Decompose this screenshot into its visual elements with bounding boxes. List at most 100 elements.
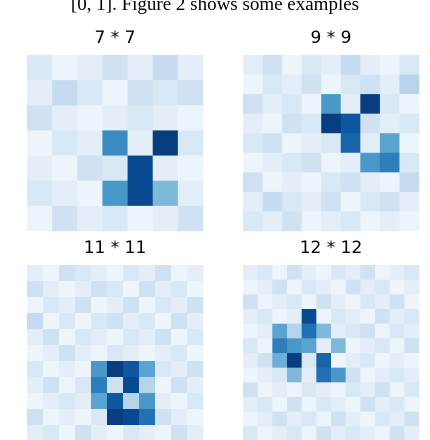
heatmap-cell: [360, 397, 376, 412]
heatmap-cell: [257, 426, 273, 440]
heatmap-cell: [27, 377, 44, 394]
heatmap-cell: [321, 152, 342, 173]
heatmap-cell: [379, 94, 400, 114]
heatmap-cell: [155, 377, 172, 394]
heatmap-cell: [243, 94, 263, 114]
heatmap-cell: [360, 279, 376, 295]
heatmap-cell: [399, 191, 420, 212]
heatmap-cell: [187, 377, 204, 394]
heatmap-cell: [375, 367, 390, 383]
heatmap-cell: [262, 113, 283, 134]
heatmap-cell: [243, 172, 263, 193]
heatmap-cell: [257, 397, 273, 412]
heatmap-cell: [107, 377, 124, 394]
heatmap-cell: [399, 113, 420, 134]
heatmap-cell: [379, 113, 400, 134]
heatmap-cell: [379, 152, 400, 173]
heatmap-cell: [139, 361, 156, 378]
heatmap-cell: [282, 55, 302, 75]
heatmap-cell: [43, 377, 60, 394]
heatmap-cell: [77, 105, 103, 131]
heatmap-cell: [27, 80, 53, 106]
heatmap-cell: [360, 265, 376, 280]
heatmap-cell: [345, 367, 361, 383]
heatmap-cell: [77, 205, 103, 232]
heatmap-cell: [52, 80, 78, 106]
heatmap-cell: [360, 133, 381, 154]
heatmap-cell: [171, 377, 188, 394]
heatmap-cell: [375, 338, 390, 354]
heatmap-cell: [272, 338, 288, 354]
heatmap-cell: [243, 397, 258, 412]
heatmap-cell: [152, 130, 179, 156]
heatmap-cell: [272, 294, 288, 310]
heatmap-cell: [301, 172, 322, 193]
heatmap-cell: [345, 338, 361, 354]
heatmap-cell: [316, 265, 332, 280]
heatmap-cell: [43, 409, 60, 426]
heatmap-cell: [187, 313, 204, 330]
heatmap-cell: [243, 265, 258, 280]
heatmap-cell: [59, 329, 76, 346]
heatmap-cell: [389, 367, 405, 383]
heatmap-cell: [321, 172, 342, 193]
heatmap-cell: [379, 55, 400, 75]
heatmap-cell: [177, 130, 204, 156]
heatmap-cell: [404, 338, 420, 354]
heatmap-cell: [301, 152, 322, 173]
heatmap-cell: [301, 426, 317, 440]
panel-title: 11 * 11: [84, 238, 147, 258]
heatmap-cell: [316, 426, 332, 440]
heatmap-cell: [379, 172, 400, 193]
heatmap-cell: [107, 329, 124, 346]
heatmap-cell: [243, 279, 258, 295]
heatmap-cell: [91, 281, 108, 298]
heatmap-cell: [52, 205, 78, 232]
heatmap-cell: [272, 426, 288, 440]
heatmap-cell: [404, 294, 420, 310]
heatmap-cell: [345, 426, 361, 440]
heatmap-cell: [52, 130, 78, 156]
heatmap-cell: [316, 397, 332, 412]
heatmap-cell: [340, 133, 361, 154]
heatmap-cell: [301, 133, 322, 154]
heatmap-cell: [389, 323, 405, 339]
heatmap-cell: [301, 382, 317, 398]
heatmap-cell: [340, 94, 361, 114]
heatmap-cell: [287, 294, 302, 310]
heatmap-cell: [139, 425, 156, 440]
heatmap-cell: [243, 294, 258, 310]
heatmap-cell: [123, 409, 140, 426]
heatmap-cell: [257, 382, 273, 398]
heatmap-cell: [287, 279, 302, 295]
heatmap-cell: [282, 172, 302, 193]
heatmap-cell: [102, 105, 128, 131]
heatmap-cell: [340, 55, 361, 75]
panel-title: 12 * 12: [300, 238, 363, 258]
heatmap-cell: [127, 130, 154, 156]
heatmap-cell: [77, 130, 103, 156]
heatmap-cell: [75, 281, 92, 298]
heatmap-cell: [360, 172, 381, 193]
heatmap-cell: [75, 345, 92, 362]
heatmap-cell: [301, 94, 322, 114]
heatmap-cell: [243, 367, 258, 383]
heatmap-cell: [139, 345, 156, 362]
heatmap-cell: [389, 265, 405, 280]
heatmap-cell: [52, 155, 78, 182]
heatmap-cell: [389, 411, 405, 427]
heatmap-cell: [316, 309, 332, 324]
heatmap-cell: [139, 377, 156, 394]
heatmap-cell: [155, 265, 172, 282]
heatmap-cell: [345, 397, 361, 412]
heatmap-cell: [389, 397, 405, 412]
heatmap-cell: [107, 393, 124, 410]
heatmap-cell: [127, 180, 154, 207]
heatmap-cell: [91, 297, 108, 314]
heatmap-cell: [123, 345, 140, 362]
heatmap-cell: [139, 393, 156, 410]
heatmap-cell: [243, 152, 263, 173]
heatmap-cell: [321, 133, 342, 154]
heatmap-cell: [404, 382, 420, 398]
heatmap-cell: [155, 425, 172, 440]
